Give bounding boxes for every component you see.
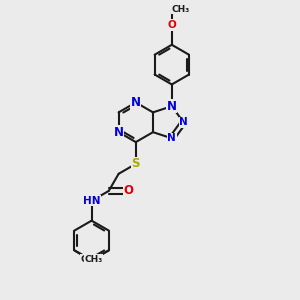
Text: CH₃: CH₃ [81, 255, 99, 264]
Text: O: O [124, 184, 134, 197]
Text: N: N [167, 100, 177, 113]
Text: CH₃: CH₃ [172, 4, 190, 14]
Text: N: N [114, 126, 124, 139]
Text: CH₃: CH₃ [84, 255, 102, 264]
Text: N: N [179, 117, 188, 127]
Text: N: N [167, 133, 176, 143]
Text: HN: HN [83, 196, 100, 206]
Text: N: N [131, 96, 141, 109]
Text: O: O [167, 20, 176, 30]
Text: S: S [132, 158, 140, 170]
